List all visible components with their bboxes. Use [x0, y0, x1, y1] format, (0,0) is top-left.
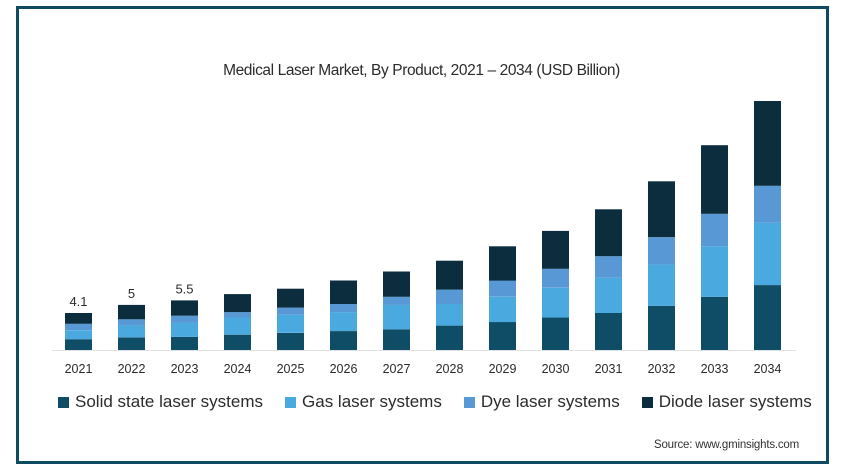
- legend-item-dye-laser-systems: Dye laser systems: [463, 392, 620, 412]
- bar-segment-gas-laser-systems-2028: [436, 304, 463, 326]
- bar-segment-dye-laser-systems-2025: [277, 307, 304, 315]
- bar-segment-diode-laser-systems-2021: [65, 313, 92, 324]
- x-tick-labels: 2021 2022 2023 2024 2025 2026 2027 2028 2029 2030…: [65, 362, 782, 376]
- x-tick-label: 2024: [224, 362, 252, 376]
- x-tick-label: 2032: [648, 362, 676, 376]
- x-tick-label: 2034: [754, 362, 782, 376]
- bar-segment-gas-laser-systems-2033: [701, 246, 728, 297]
- bar-segment-solid-state-laser-systems-2026: [330, 331, 357, 350]
- source-note: Source: www.gminsights.com: [654, 439, 799, 451]
- bar-segment-diode-laser-systems-2029: [489, 246, 516, 281]
- bar-segment-solid-state-laser-systems-2027: [383, 329, 410, 350]
- bar-segment-diode-laser-systems-2024: [224, 294, 251, 313]
- bar-segment-gas-laser-systems-2029: [489, 296, 516, 323]
- bar-segment-gas-laser-systems-2024: [224, 317, 251, 335]
- x-tick-label: 2025: [277, 362, 305, 376]
- legend: Solid state laser systems Gas laser syste…: [58, 392, 834, 412]
- x-tick-label: 2022: [118, 362, 146, 376]
- bar-segment-dye-laser-systems-2034: [754, 185, 781, 223]
- legend-swatch: [58, 396, 69, 408]
- bar-segment-diode-laser-systems-2022: [118, 304, 145, 320]
- legend-swatch: [463, 396, 475, 408]
- bar-segment-solid-state-laser-systems-2028: [436, 325, 463, 350]
- bar-segment-dye-laser-systems-2030: [542, 268, 569, 288]
- legend-item-gas-laser-systems: Gas laser systems: [285, 392, 442, 412]
- bar-segment-dye-laser-systems-2028: [436, 289, 463, 304]
- bar-segment-dye-laser-systems-2023: [171, 315, 198, 323]
- x-tick-label: 2029: [489, 362, 517, 376]
- bar-segment-diode-laser-systems-2023: [171, 300, 198, 316]
- legend-item-solid-state-laser-systems: Solid state laser systems: [58, 392, 263, 412]
- bar-segment-gas-laser-systems-2031: [595, 277, 622, 313]
- bar-segment-dye-laser-systems-2021: [65, 323, 92, 331]
- legend-item-diode-laser-systems: Diode laser systems: [641, 392, 812, 412]
- data-label: 5.5: [175, 281, 193, 296]
- bar-segment-dye-laser-systems-2033: [701, 213, 728, 247]
- legend-label: Solid state laser systems: [75, 392, 264, 411]
- bar-segment-solid-state-laser-systems-2034: [754, 285, 781, 350]
- bar-segment-solid-state-laser-systems-2025: [277, 332, 304, 350]
- bar-segment-dye-laser-systems-2027: [383, 296, 410, 305]
- bar-segment-diode-laser-systems-2028: [436, 260, 463, 290]
- data-labels: 4.1 5 5.5: [69, 281, 193, 309]
- bar-segment-gas-laser-systems-2030: [542, 287, 569, 318]
- x-tick-label: 2023: [171, 362, 199, 376]
- bar-segment-gas-laser-systems-2022: [118, 325, 145, 338]
- bar-segment-solid-state-laser-systems-2021: [65, 339, 92, 350]
- x-tick-label: 2027: [383, 362, 411, 376]
- bar-segment-gas-laser-systems-2034: [754, 222, 781, 285]
- x-tick-label: 2033: [701, 362, 729, 376]
- bar-segment-dye-laser-systems-2026: [330, 304, 357, 313]
- x-tick-label: 2028: [436, 362, 464, 376]
- data-label: 4.1: [69, 294, 87, 309]
- bar-segment-gas-laser-systems-2027: [383, 304, 410, 330]
- bar-segment-gas-laser-systems-2025: [277, 314, 304, 333]
- bar-segment-diode-laser-systems-2027: [383, 271, 410, 297]
- chart-title: Medical Laser Market, By Product, 2021 –…: [223, 62, 620, 79]
- bar-segment-diode-laser-systems-2030: [542, 230, 569, 269]
- bar-segment-solid-state-laser-systems-2030: [542, 317, 569, 350]
- bar-segment-solid-state-laser-systems-2023: [171, 336, 198, 350]
- bar-segment-diode-laser-systems-2034: [754, 101, 781, 186]
- bar-segment-solid-state-laser-systems-2022: [118, 337, 145, 350]
- bar-segment-solid-state-laser-systems-2029: [489, 322, 516, 350]
- legend-label: Diode laser systems: [658, 392, 812, 411]
- bar-segment-dye-laser-systems-2029: [489, 280, 516, 297]
- bar-segment-diode-laser-systems-2033: [701, 145, 728, 214]
- bar-segment-gas-laser-systems-2032: [648, 264, 675, 306]
- legend-swatch: [641, 396, 653, 408]
- bar-segment-solid-state-laser-systems-2032: [648, 305, 675, 350]
- bar-segment-solid-state-laser-systems-2024: [224, 334, 251, 350]
- bar-segment-gas-laser-systems-2026: [330, 312, 357, 331]
- bar-segment-diode-laser-systems-2031: [595, 209, 622, 257]
- x-tick-label: 2026: [330, 362, 358, 376]
- bar-segment-diode-laser-systems-2032: [648, 181, 675, 238]
- bar-segment-gas-laser-systems-2021: [65, 330, 92, 340]
- legend-label: Dye laser systems: [480, 392, 620, 411]
- bar-segment-dye-laser-systems-2032: [648, 237, 675, 265]
- bar-segment-dye-laser-systems-2031: [595, 256, 622, 278]
- legend-swatch: [285, 396, 297, 408]
- data-label: 5: [128, 286, 135, 301]
- bar-segment-solid-state-laser-systems-2033: [701, 296, 728, 350]
- legend-label: Gas laser systems: [302, 392, 442, 411]
- bar-segment-diode-laser-systems-2025: [277, 288, 304, 308]
- bar-segment-solid-state-laser-systems-2031: [595, 313, 622, 350]
- bar-segment-diode-laser-systems-2026: [330, 280, 357, 304]
- bars-group: [65, 101, 781, 350]
- x-tick-label: 2030: [542, 362, 570, 376]
- bar-segment-dye-laser-systems-2022: [118, 319, 145, 326]
- x-tick-label: 2021: [65, 362, 93, 376]
- bar-segment-dye-laser-systems-2024: [224, 312, 251, 318]
- bar-segment-gas-laser-systems-2023: [171, 322, 198, 337]
- x-tick-label: 2031: [595, 362, 623, 376]
- chart-frame: [16, 6, 829, 464]
